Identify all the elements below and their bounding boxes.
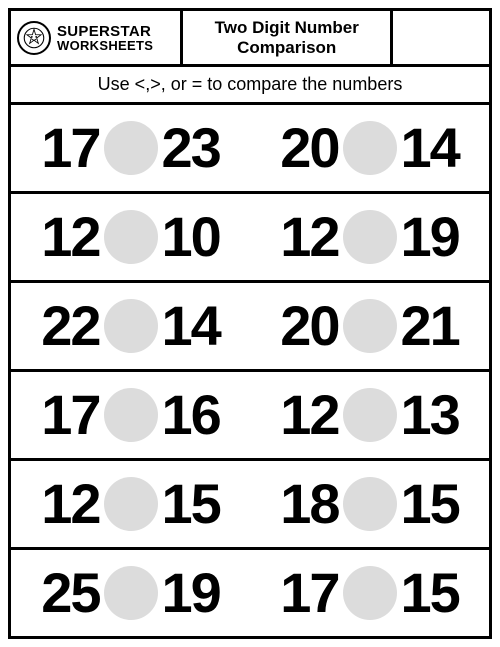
answer-circle[interactable] (104, 121, 158, 175)
answer-circle[interactable] (343, 477, 397, 531)
answer-circle[interactable] (343, 388, 397, 442)
number-a: 20 (280, 298, 338, 354)
number-b: 19 (401, 209, 459, 265)
number-b: 13 (401, 387, 459, 443)
number-b: 14 (162, 298, 220, 354)
number-a: 22 (41, 298, 99, 354)
title-cell: Two Digit Number Comparison (183, 11, 393, 64)
problem-row: 12 10 12 19 (11, 194, 489, 283)
answer-circle[interactable] (104, 566, 158, 620)
problems: 1723201412101219221420211716121312151815… (11, 105, 489, 636)
comparison-pair: 2014 (250, 105, 489, 191)
comparison-pair: 22 14 (11, 283, 250, 369)
answer-circle[interactable] (343, 299, 397, 353)
answer-circle[interactable] (343, 121, 397, 175)
logo-line2: WORKSHEETS (57, 39, 153, 52)
number-a: 17 (41, 387, 99, 443)
answer-circle[interactable] (343, 210, 397, 264)
number-b: 10 (162, 209, 220, 265)
problem-row: 17161213 (11, 372, 489, 461)
answer-circle[interactable] (104, 299, 158, 353)
number-b: 21 (401, 298, 459, 354)
number-b: 23 (162, 120, 220, 176)
comparison-pair: 12 19 (250, 194, 489, 280)
comparison-pair: 12 10 (11, 194, 250, 280)
logo-cell: SUPERSTAR WORKSHEETS (11, 11, 183, 64)
comparison-pair: 25 19 (11, 550, 250, 636)
title-line2: Comparison (237, 38, 336, 58)
number-a: 12 (41, 476, 99, 532)
number-a: 25 (41, 565, 99, 621)
number-b: 14 (401, 120, 459, 176)
comparison-pair: 1716 (11, 372, 250, 458)
star-face-icon (17, 21, 51, 55)
comparison-pair: 2021 (250, 283, 489, 369)
logo-text: SUPERSTAR WORKSHEETS (57, 24, 153, 52)
answer-circle[interactable] (104, 477, 158, 531)
name-field[interactable] (393, 11, 489, 64)
number-b: 16 (162, 387, 220, 443)
number-a: 17 (41, 120, 99, 176)
problem-row: 17232014 (11, 105, 489, 194)
number-a: 12 (280, 209, 338, 265)
comparison-pair: 12 15 (11, 461, 250, 547)
problem-row: 25191715 (11, 550, 489, 636)
comparison-pair: 1815 (250, 461, 489, 547)
logo-line1: SUPERSTAR (57, 24, 153, 39)
number-b: 19 (162, 565, 220, 621)
number-a: 12 (280, 387, 338, 443)
answer-circle[interactable] (104, 388, 158, 442)
comparison-pair: 1715 (250, 550, 489, 636)
number-a: 18 (280, 476, 338, 532)
comparison-pair: 12 13 (250, 372, 489, 458)
answer-circle[interactable] (343, 566, 397, 620)
instruction-text: Use <,>, or = to compare the numbers (98, 74, 403, 95)
worksheet: SUPERSTAR WORKSHEETS Two Digit Number Co… (8, 8, 492, 639)
number-a: 12 (41, 209, 99, 265)
number-a: 20 (280, 120, 338, 176)
number-a: 17 (280, 565, 338, 621)
comparison-pair: 1723 (11, 105, 250, 191)
problem-row: 12151815 (11, 461, 489, 550)
number-b: 15 (401, 565, 459, 621)
number-b: 15 (401, 476, 459, 532)
answer-circle[interactable] (104, 210, 158, 264)
problem-row: 22142021 (11, 283, 489, 372)
title-line1: Two Digit Number (215, 18, 359, 38)
number-b: 15 (162, 476, 220, 532)
instruction-row: Use <,>, or = to compare the numbers (11, 67, 489, 105)
header-row: SUPERSTAR WORKSHEETS Two Digit Number Co… (11, 11, 489, 67)
